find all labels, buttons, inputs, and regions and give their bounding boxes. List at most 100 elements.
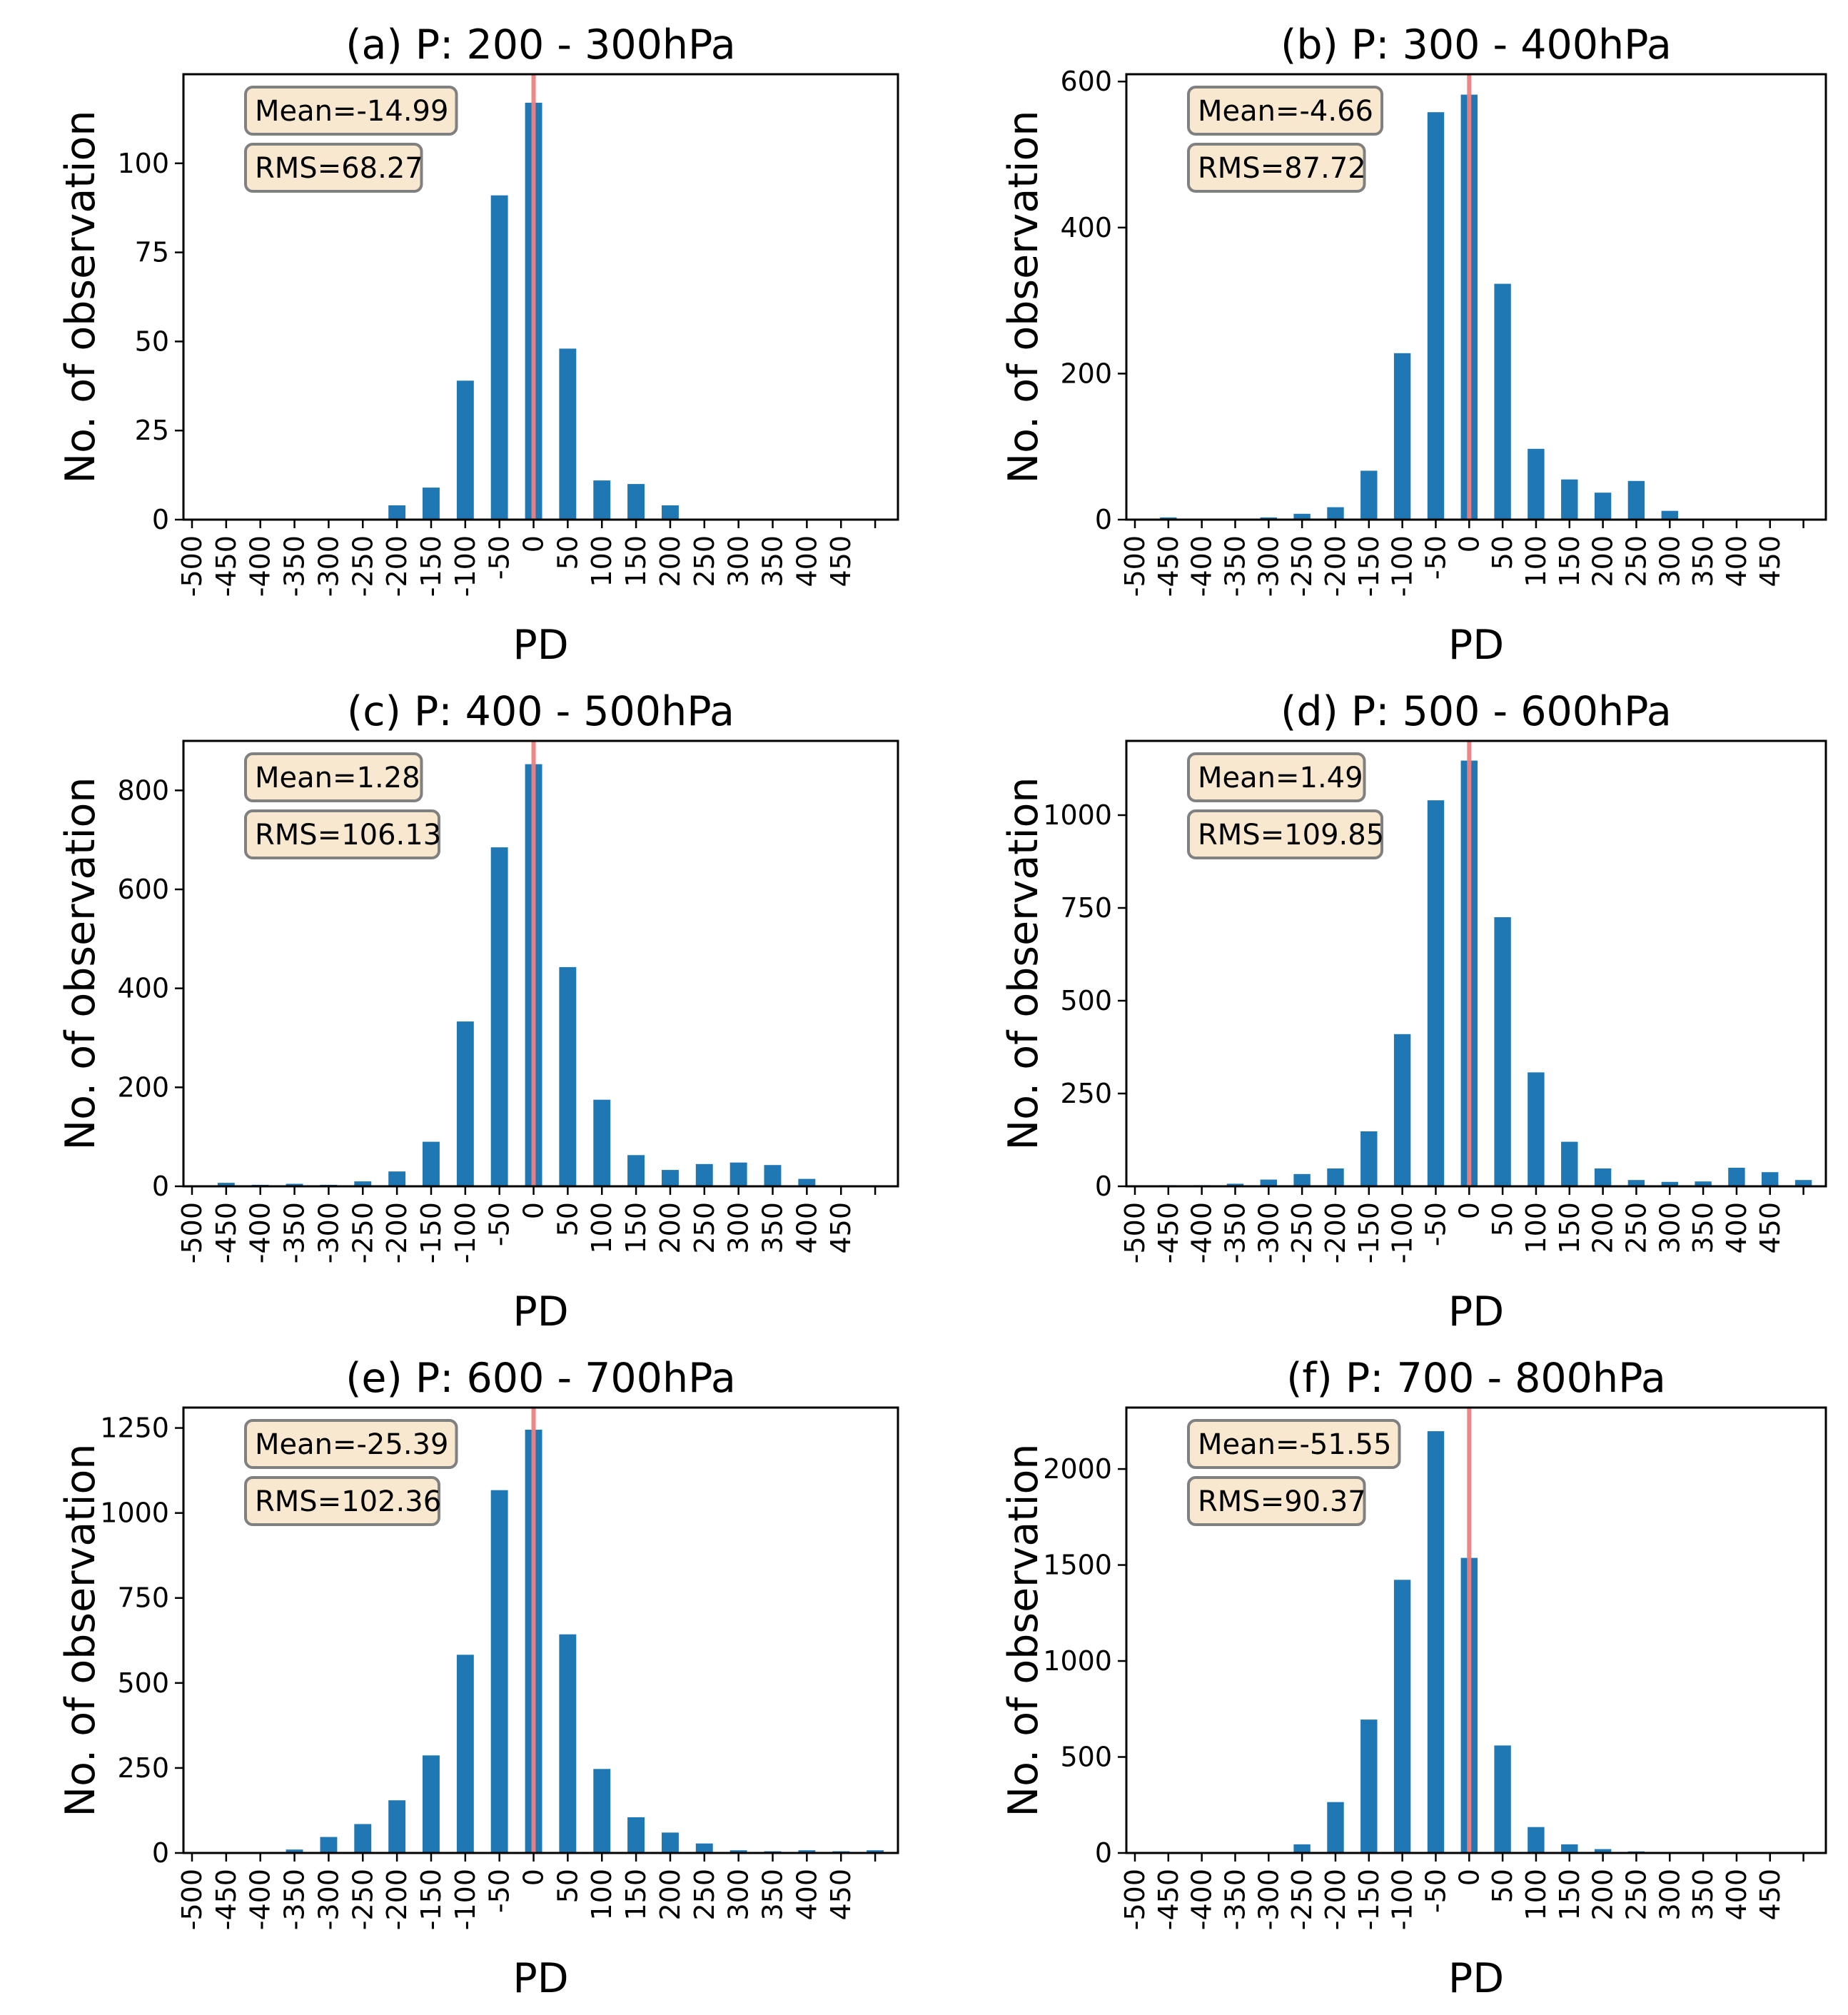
x-tick-label: -250 <box>1286 1869 1318 1930</box>
bar <box>354 1181 372 1186</box>
chart-panel-2: -500 -450 -400 -350 -300 -250 -200 -150 -100 -50 0… <box>1000 21 1827 669</box>
x-tick-label: -500 <box>1119 1202 1151 1263</box>
bar <box>764 1165 782 1186</box>
bar <box>867 1850 884 1853</box>
x-tick-label: 350 <box>1687 1202 1719 1254</box>
x-tick-label: 250 <box>1620 1869 1652 1921</box>
plot-frame <box>182 73 899 521</box>
x-tick-label: 300 <box>1654 1202 1685 1254</box>
bar <box>286 1849 303 1853</box>
x-tick-label: 200 <box>655 1869 686 1921</box>
y-axis-label: No. of observation <box>1000 1444 1047 1817</box>
bar <box>1226 1183 1244 1186</box>
x-tick-label: 0 <box>518 1202 550 1219</box>
bar <box>1594 493 1612 520</box>
x-tick-label: 350 <box>757 1869 789 1921</box>
mean-annotation: Mean=-14.99 <box>255 95 448 128</box>
y-tick-label: 500 <box>1060 985 1112 1016</box>
bar <box>456 1021 474 1186</box>
x-tick-label: -50 <box>484 535 515 580</box>
bar <box>1260 1179 1277 1186</box>
x-tick-label: -400 <box>1186 1869 1218 1930</box>
rms-annotation: RMS=109.85 <box>1198 819 1384 852</box>
bar <box>1327 1168 1344 1186</box>
x-tick-label: -350 <box>279 1869 310 1930</box>
x-tick-label: -450 <box>211 535 242 597</box>
x-tick-label: -200 <box>1320 535 1351 597</box>
x-tick-label: 250 <box>689 1202 720 1254</box>
x-tick-label: 200 <box>655 1202 686 1254</box>
y-tick-label: 200 <box>1060 358 1112 389</box>
x-tick-label: -150 <box>1353 1869 1385 1930</box>
bar <box>1260 517 1277 520</box>
y-tick-label: 0 <box>1095 1837 1112 1869</box>
bar <box>388 1171 406 1186</box>
bar <box>627 484 645 520</box>
bar <box>1327 1802 1344 1853</box>
plot-frame <box>1125 739 1827 1188</box>
bar <box>627 1817 645 1853</box>
y-tick-label: 0 <box>1095 504 1112 535</box>
annotation-box <box>1187 752 1366 802</box>
x-tick-label: -500 <box>176 1202 208 1263</box>
x-tick-label: -500 <box>176 535 208 597</box>
y-tick-label: 1500 <box>1043 1550 1112 1581</box>
x-tick-label: 100 <box>586 1869 617 1921</box>
y-tick-label: 2000 <box>1043 1453 1112 1485</box>
annotation-box <box>1187 1476 1366 1526</box>
x-tick-label: 200 <box>1587 1869 1619 1921</box>
mean-annotation: Mean=-25.39 <box>255 1428 448 1461</box>
x-tick-label: 0 <box>518 535 550 552</box>
x-tick-label: 0 <box>1453 1869 1485 1886</box>
x-tick-label: -100 <box>1387 535 1418 597</box>
chart-title: (b) P: 300 - 400hPa <box>1281 21 1672 69</box>
x-tick-label: 150 <box>620 1869 652 1921</box>
bar <box>1160 517 1177 520</box>
x-tick-label: -100 <box>1387 1869 1418 1930</box>
annotation-box <box>1187 809 1383 859</box>
x-tick-label: -350 <box>1219 1869 1251 1930</box>
bar <box>662 1170 679 1186</box>
x-tick-label: 400 <box>1721 1202 1752 1254</box>
x-tick-label: -500 <box>1119 535 1151 597</box>
x-tick-label: -150 <box>415 535 447 597</box>
y-tick-label: 1000 <box>100 1498 169 1529</box>
bar <box>1594 1168 1612 1186</box>
y-tick-label: 50 <box>135 325 169 357</box>
y-axis-label: No. of observation <box>57 1444 104 1817</box>
x-tick-label: 250 <box>689 1869 720 1921</box>
mean-annotation: Mean=-51.55 <box>1198 1428 1391 1461</box>
x-tick-label: -400 <box>245 1869 276 1930</box>
x-tick-label: 0 <box>518 1869 550 1886</box>
bar <box>1360 1131 1378 1186</box>
y-tick-label: 600 <box>117 874 169 905</box>
annotation-box <box>244 809 440 859</box>
bar <box>1762 1172 1779 1186</box>
mean-annotation: Mean=1.49 <box>1198 762 1363 794</box>
x-tick-label: 250 <box>1620 1202 1652 1254</box>
annotation-box <box>1187 1419 1401 1469</box>
x-tick-label: 300 <box>1654 535 1685 587</box>
annotation-box <box>244 1476 440 1526</box>
y-tick-label: 0 <box>152 504 169 535</box>
x-tick-label: -350 <box>1219 1202 1251 1263</box>
bar <box>1561 479 1578 520</box>
x-tick-label: -350 <box>1219 535 1251 597</box>
rms-annotation: RMS=68.27 <box>255 152 423 185</box>
x-tick-label: 400 <box>1721 535 1752 587</box>
x-tick-label: 350 <box>1687 535 1719 587</box>
y-tick-label: 1000 <box>1043 799 1112 831</box>
bar <box>662 505 679 520</box>
annotation-box <box>244 1419 458 1469</box>
x-tick-label: 450 <box>1754 1869 1786 1921</box>
x-tick-label: -450 <box>1153 535 1184 597</box>
bar <box>423 488 440 520</box>
bar <box>1293 1844 1311 1853</box>
x-tick-label: 450 <box>1754 1202 1786 1254</box>
x-tick-label: -100 <box>450 1202 481 1263</box>
x-tick-label: 50 <box>1487 1202 1518 1236</box>
bar <box>1427 1431 1445 1853</box>
x-tick-label: 100 <box>1520 1202 1552 1254</box>
x-tick-label: 200 <box>1587 535 1619 587</box>
